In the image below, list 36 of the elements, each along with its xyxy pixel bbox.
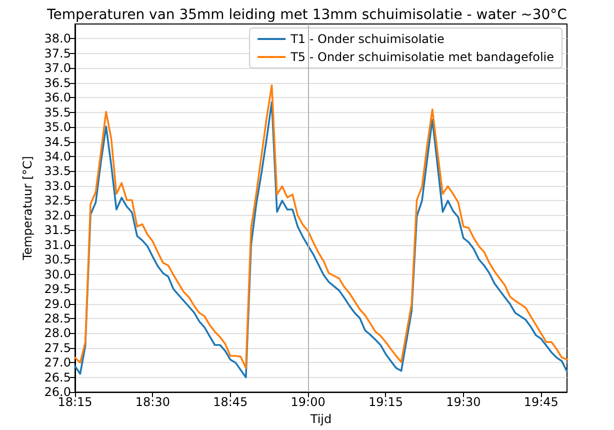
y-tick-label: 35.5 — [44, 105, 71, 120]
y-tick-label: 36.5 — [44, 76, 71, 90]
y-tick-label: 32.5 — [44, 194, 71, 208]
y-tick-label: 28.5 — [44, 311, 71, 326]
x-axis-title: Tijd — [309, 412, 332, 426]
y-tick-label: 37.5 — [44, 46, 71, 60]
y-tick-label: 29.5 — [44, 282, 71, 296]
y-tick-label: 34.0 — [44, 150, 71, 164]
x-tick-label: 18:15 — [58, 395, 92, 410]
x-tick-label: 18:30 — [135, 395, 170, 410]
x-tick-label: 19:45 — [524, 395, 558, 410]
x-tick-label: 19:15 — [368, 395, 404, 410]
x-tick-label: 19:00 — [290, 395, 326, 410]
y-tick-label: 35.0 — [44, 120, 71, 134]
legend-label: T1 - Onder schuimisolatie — [290, 32, 444, 46]
y-tick-label: 27.0 — [44, 356, 71, 370]
y-tick-label: 33.0 — [44, 178, 71, 193]
y-tick-label: 27.5 — [44, 340, 71, 355]
x-tick-label: 19:30 — [446, 395, 481, 410]
y-tick-label: 31.5 — [44, 223, 71, 238]
y-tick-label: 30.5 — [44, 252, 71, 267]
y-tick-label: 30.0 — [44, 267, 71, 282]
chart-title: Temperaturen van 35mm leiding met 13mm schuimisolatie - water ~30°C — [46, 7, 568, 23]
y-axis-title: Temperatuur [°C] — [20, 156, 34, 262]
y-tick-label: 29.0 — [44, 296, 71, 311]
x-tick-label: 18:45 — [213, 395, 248, 410]
y-tick-label: 26.5 — [44, 370, 71, 384]
y-tick-label: 33.5 — [44, 164, 71, 178]
y-tick-label: 28.0 — [44, 326, 71, 340]
y-tick-label: 37.0 — [44, 61, 71, 76]
y-tick-label: 34.5 — [44, 134, 71, 149]
legend-label: T5 - Onder schuimisolatie met bandagefolie — [290, 50, 554, 64]
y-tick-label: 32.0 — [44, 208, 71, 222]
y-tick-label: 38.0 — [44, 32, 71, 46]
y-tick-label: 31.0 — [44, 238, 71, 252]
y-tick-label: 36.0 — [44, 90, 71, 105]
